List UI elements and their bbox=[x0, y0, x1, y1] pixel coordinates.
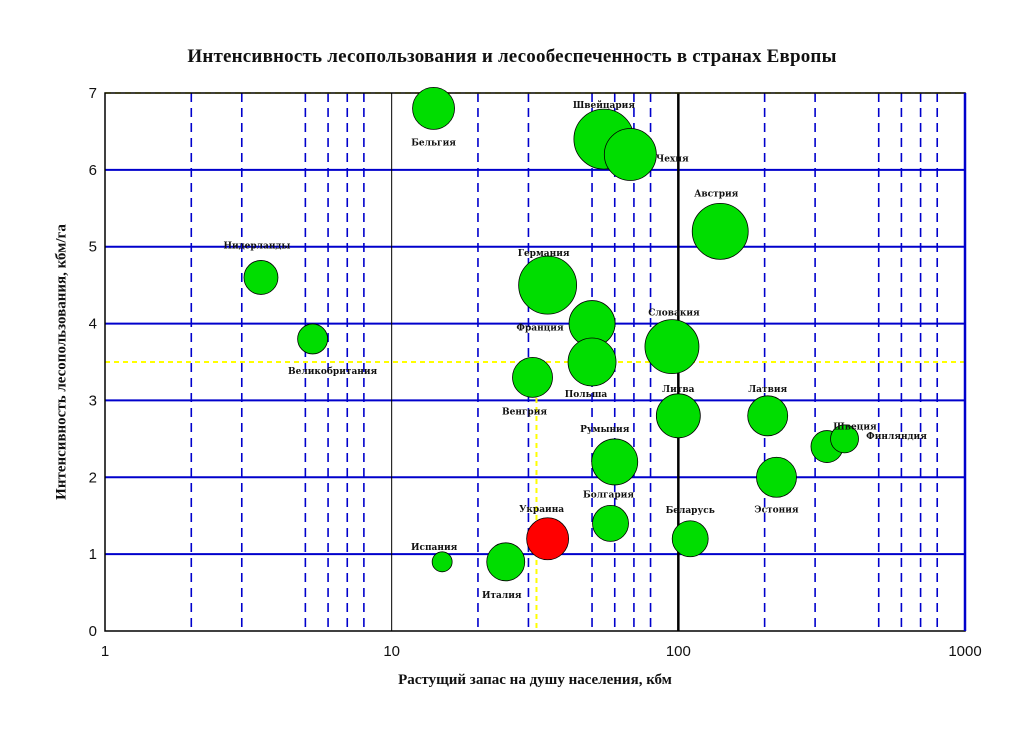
bubble-point bbox=[591, 438, 639, 486]
bubble-point bbox=[412, 86, 455, 130]
x-tick-label: 1 bbox=[101, 643, 109, 660]
bubble-label: Венгрия bbox=[502, 407, 547, 417]
bubble-point bbox=[512, 356, 553, 398]
bubble-label: Финляндия bbox=[866, 432, 927, 442]
bubble-label: Бельгия bbox=[411, 138, 456, 148]
bubble-label: Великобритания bbox=[288, 366, 377, 377]
bubble-label: Италия bbox=[482, 591, 522, 601]
y-tick-label: 3 bbox=[89, 392, 97, 409]
bubble-point bbox=[756, 456, 797, 498]
bubble-point bbox=[691, 202, 749, 260]
bubble-label: Эстония bbox=[754, 505, 798, 515]
bubble-point bbox=[431, 551, 453, 573]
bubble-point bbox=[243, 260, 279, 295]
bubble-label: Нидерланды bbox=[223, 241, 290, 251]
y-tick-label: 1 bbox=[89, 546, 97, 563]
bubble-point bbox=[567, 337, 617, 387]
bubble-point bbox=[592, 505, 629, 542]
y-tick-label: 5 bbox=[89, 239, 97, 256]
x-tick-label: 10 bbox=[383, 643, 400, 660]
bubble-label: Австрия bbox=[694, 189, 739, 199]
bubble-point bbox=[518, 255, 578, 315]
y-tick-label: 6 bbox=[89, 162, 97, 179]
chart-title: Интенсивность лесопользования и лесообес… bbox=[187, 46, 837, 67]
y-tick-label: 7 bbox=[89, 85, 97, 102]
bubble-point bbox=[603, 128, 657, 181]
bubble-point bbox=[747, 395, 789, 437]
bubble-label: Испания bbox=[411, 543, 458, 553]
y-axis-title: Интенсивность лесопользования, кбм/га bbox=[53, 224, 70, 500]
bubble-point bbox=[644, 319, 700, 375]
bubble-label: Германия bbox=[518, 249, 570, 259]
bubble-label: Швейцария bbox=[573, 100, 636, 111]
y-tick-label: 0 bbox=[89, 623, 97, 640]
bubble-label: Румыния bbox=[580, 425, 630, 435]
x-axis-title: Растущий запас на душу населения, кбм bbox=[398, 672, 672, 688]
bubble-label: Словакия bbox=[648, 309, 700, 319]
bubble-label: Чехия bbox=[656, 154, 689, 164]
bubble-label: Латвия bbox=[748, 385, 787, 395]
bubble-label: Украина bbox=[519, 505, 564, 515]
y-tick-label: 4 bbox=[89, 316, 97, 333]
bubble-point bbox=[830, 424, 859, 454]
y-tick-label: 2 bbox=[89, 469, 97, 486]
bubble-point bbox=[486, 542, 526, 582]
bubble-point bbox=[297, 323, 329, 355]
bubble-label: Беларусь bbox=[666, 506, 715, 516]
x-tick-label: 1000 bbox=[948, 643, 981, 660]
x-tick-label: 100 bbox=[666, 643, 691, 660]
bubble-point bbox=[655, 393, 701, 439]
bubble-label: Болгария bbox=[583, 490, 634, 500]
bubble-labels: Бельгия Швейцария Чехия Австрия Нидерланды Ге… bbox=[223, 100, 927, 601]
bubble-label: Литва bbox=[662, 385, 694, 395]
bubble-label: Швеция bbox=[833, 423, 877, 433]
bubble-point bbox=[526, 517, 570, 561]
bubbles bbox=[243, 86, 859, 582]
bubble-label: Польша bbox=[565, 390, 608, 400]
bubble-point bbox=[671, 520, 709, 558]
bubble-label: Франция bbox=[516, 324, 564, 334]
plot-frame bbox=[104, 92, 967, 632]
